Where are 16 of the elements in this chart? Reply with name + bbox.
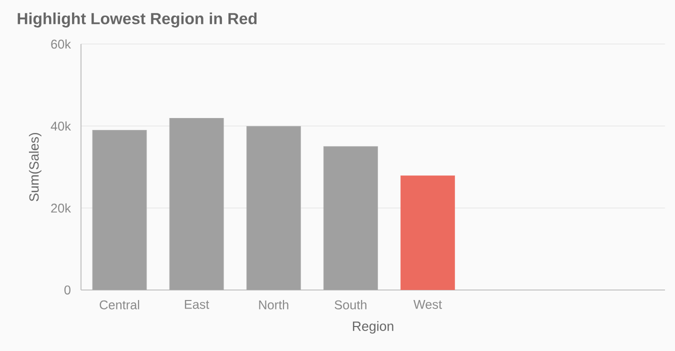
bar	[323, 146, 378, 290]
y-tick-label: 20k	[51, 203, 71, 213]
x-axis-title: Region	[352, 321, 394, 334]
chart-title: Highlight Lowest Region in Red	[18, 12, 257, 28]
y-axis-title: Sum(Sales)	[28, 133, 42, 202]
x-tick-label: West	[413, 300, 442, 309]
bar	[169, 118, 224, 290]
y-tick-label: 60k	[51, 39, 71, 49]
bar	[246, 126, 301, 290]
y-tick-label: 0	[64, 286, 70, 294]
bar	[400, 175, 455, 290]
y-tick-label: 40k	[50, 121, 71, 131]
x-tick-label: North	[259, 300, 288, 310]
x-tick-label: South	[334, 300, 366, 310]
x-tick-label: East	[184, 300, 210, 309]
x-tick-label: Central	[100, 300, 140, 310]
